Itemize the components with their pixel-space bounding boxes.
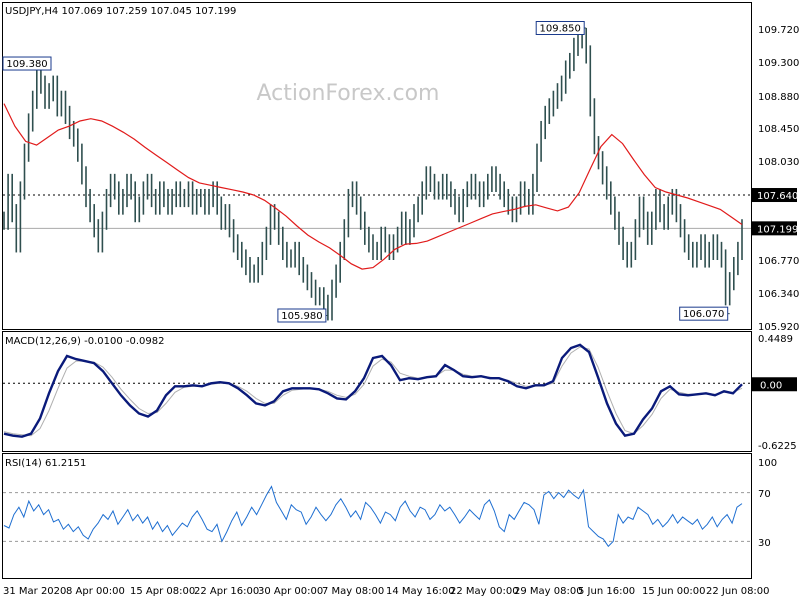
rsi-tick-label: 70 xyxy=(758,489,771,500)
price-label: 106.070 xyxy=(679,306,730,321)
price-tick-label: 109.720 xyxy=(758,25,799,36)
x-tick-label: 5 Jun 16:00 xyxy=(578,586,635,597)
price-label: 109.380 xyxy=(2,56,52,71)
macd-axis-labels: 0.00 xyxy=(752,377,797,392)
x-tick-label: 15 Apr 08:00 xyxy=(130,586,195,597)
price-axis-label-box xyxy=(752,221,797,236)
x-tick-label: 22 May 00:00 xyxy=(450,586,519,597)
macd-signal-line xyxy=(3,346,743,437)
price-label-text: 106.070 xyxy=(683,309,724,320)
rsi-line xyxy=(3,485,743,548)
macd-tick-label: -0.6225 xyxy=(758,441,797,452)
price-panel-title: USDJPY,H4 107.069 107.259 107.045 107.19… xyxy=(5,6,236,17)
macd-tick-label: 0.4489 xyxy=(758,334,793,345)
price-label-box xyxy=(277,308,327,323)
price-tick-label: 106.340 xyxy=(758,289,799,300)
x-tick-label: 15 Jun 00:00 xyxy=(642,586,706,597)
price-axis-label-text: 107.199 xyxy=(757,224,798,235)
x-tick-label: 22 Jun 08:00 xyxy=(706,586,770,597)
macd-axis-label-box xyxy=(752,377,797,392)
x-axis: 31 Mar 2020 8 Apr 00:00 15 Apr 08:00 22 … xyxy=(3,586,770,597)
moving-average xyxy=(3,103,743,270)
price-label-text: 105.980 xyxy=(281,311,322,322)
price-label-box xyxy=(535,21,585,35)
x-tick-label: 31 Mar 2020 xyxy=(3,586,66,597)
price-label-text: 109.380 xyxy=(6,59,47,70)
price-tick-label: 108.030 xyxy=(758,157,799,168)
rsi-tick-label: 100 xyxy=(758,458,777,469)
rsi-panel-title: RSI(14) 61.2151 xyxy=(5,458,86,469)
price-tick-label: 105.920 xyxy=(758,322,799,333)
price-axis-label: 107.199 xyxy=(752,221,798,236)
rsi-tick-label: 30 xyxy=(758,538,771,549)
macd-lines xyxy=(3,343,743,438)
price-label: 109.850 xyxy=(535,21,587,35)
macd-axis-label-text: 0.00 xyxy=(760,380,782,391)
x-tick-label: 14 May 16:00 xyxy=(386,586,455,597)
price-axis-label-text: 107.640 xyxy=(757,191,798,202)
macd-line xyxy=(3,343,743,438)
price-label-text: 109.850 xyxy=(540,24,581,35)
x-tick-label: 30 Apr 00:00 xyxy=(258,586,323,597)
price-axis: 109.720 109.300 108.880 108.450 108.030 … xyxy=(758,25,799,333)
macd-panel-title: MACD(12,26,9) -0.0100 -0.0982 xyxy=(5,336,165,347)
price-panel-frame xyxy=(2,2,752,330)
price-axis-labels: 107.640 107.199 xyxy=(752,188,798,236)
price-label-box xyxy=(2,56,52,71)
x-tick-label: 8 Apr 00:00 xyxy=(66,586,125,597)
macd-panel-frame xyxy=(2,331,752,452)
x-tick-label: 29 May 08:00 xyxy=(514,586,583,597)
price-tick-label: 106.770 xyxy=(758,256,799,267)
price-label-box xyxy=(679,306,729,321)
price-axis-label: 107.640 xyxy=(752,188,798,203)
rsi-line xyxy=(3,485,743,548)
rsi-reference-lines xyxy=(3,492,751,542)
price-tick-label: 108.450 xyxy=(758,124,799,135)
price-label: 105.980 xyxy=(277,308,328,323)
watermark: ActionForex.com xyxy=(257,81,440,106)
price-bars xyxy=(3,28,743,321)
moving-average-line xyxy=(3,103,743,270)
price-tick-label: 108.880 xyxy=(758,92,799,103)
x-tick-label: 22 Apr 16:00 xyxy=(194,586,259,597)
price-labels: 109.380 105.980 109.850 106.070 xyxy=(2,21,730,323)
rsi-panel-frame xyxy=(2,453,752,579)
price-tick-label: 109.300 xyxy=(758,58,799,69)
price-axis-label-box xyxy=(752,188,797,203)
macd-axis-label: 0.00 xyxy=(752,377,797,392)
price-reference-lines xyxy=(3,194,751,229)
x-tick-label: 7 May 08:00 xyxy=(322,586,384,597)
